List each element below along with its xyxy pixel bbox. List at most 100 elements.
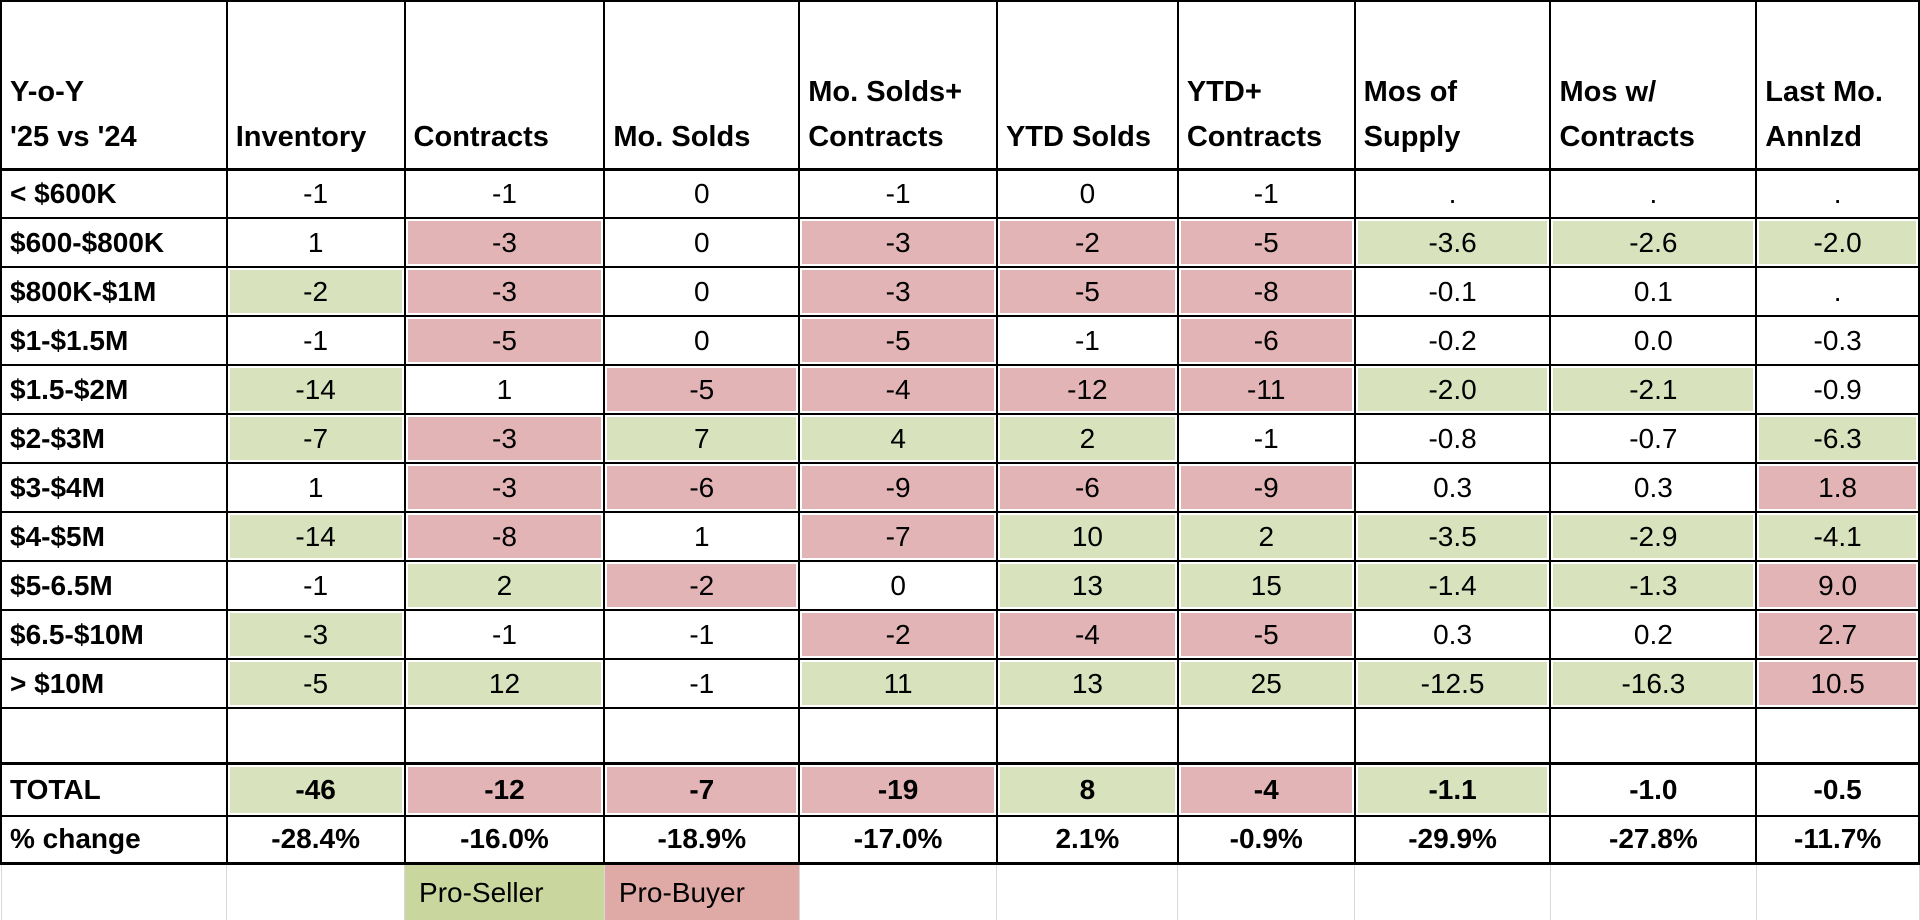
value-cell: -3.5 <box>1353 511 1552 562</box>
table-row: $1.5-$2M -14 1 -5 -4 -12 -11 -2.0 -2.1 -0.9 <box>0 364 1920 415</box>
value-cell: -3 <box>798 266 998 317</box>
legend-spacer <box>0 861 228 920</box>
value-cell: -1 <box>995 315 1179 366</box>
value-cell: -4 <box>1176 761 1356 817</box>
column-header: Inventory <box>225 0 406 171</box>
column-header: YTD Solds <box>995 0 1179 171</box>
value-cell: -0.9% <box>1176 815 1356 865</box>
value-cell: -4 <box>798 364 998 415</box>
value-cell: -7 <box>225 413 406 464</box>
value-cell: -18.9% <box>603 815 801 865</box>
value-cell: -3 <box>403 266 606 317</box>
value-cell: -12 <box>995 364 1179 415</box>
header-row: Y-o-Y '25 vs '24 Inventory Contracts Mo. S… <box>0 0 1920 171</box>
value-cell: -0.9 <box>1755 364 1920 415</box>
value-cell: -4.1 <box>1755 511 1920 562</box>
value-cell <box>798 707 998 764</box>
column-header: YTD+ Contracts <box>1176 0 1356 171</box>
value-cell: -27.8% <box>1549 815 1758 865</box>
value-cell: -3 <box>798 217 998 268</box>
row-label: < $600K <box>0 168 228 219</box>
row-label: $1.5-$2M <box>0 364 228 415</box>
value-cell <box>995 707 1179 764</box>
value-cell: -28.4% <box>225 815 406 865</box>
value-cell: 25 <box>1176 658 1356 709</box>
legend-spacer <box>226 861 406 920</box>
value-cell: -1 <box>225 315 406 366</box>
legend-spacer <box>1354 861 1551 920</box>
row-label <box>0 707 228 764</box>
value-cell: 0.3 <box>1353 609 1552 660</box>
row-label: $600-$800K <box>0 217 228 268</box>
value-cell: -5 <box>403 315 606 366</box>
value-cell: -5 <box>225 658 406 709</box>
value-cell: 4 <box>798 413 998 464</box>
value-cell: 1 <box>403 364 606 415</box>
value-cell: -1 <box>225 560 406 611</box>
value-cell: -2.6 <box>1549 217 1758 268</box>
row-label: $4-$5M <box>0 511 228 562</box>
value-cell: . <box>1549 168 1758 219</box>
legend-pro-buyer: Pro-Buyer <box>603 861 800 920</box>
corner-header: Y-o-Y '25 vs '24 <box>0 0 228 171</box>
table-row: $5-6.5M -1 2 -2 0 13 15 -1.4 -1.3 9.0 <box>0 560 1920 611</box>
value-cell <box>1176 707 1356 764</box>
table-row: > $10M -5 12 -1 11 13 25 -12.5 -16.3 10.5 <box>0 658 1920 709</box>
value-cell: -5 <box>1176 217 1356 268</box>
value-cell: 8 <box>995 761 1179 817</box>
table-row: $600-$800K 1 -3 0 -3 -2 -5 -3.6 -2.6 -2.0 <box>0 217 1920 268</box>
value-cell: . <box>1755 266 1920 317</box>
value-cell: -16.3 <box>1549 658 1758 709</box>
column-header: Mo. Solds <box>603 0 801 171</box>
value-cell: -2 <box>995 217 1179 268</box>
value-cell: -1 <box>403 168 606 219</box>
value-cell: -12.5 <box>1353 658 1552 709</box>
value-cell: . <box>1755 168 1920 219</box>
value-cell: -0.8 <box>1353 413 1552 464</box>
value-cell: -2.0 <box>1353 364 1552 415</box>
table-row: $2-$3M -7 -3 7 4 2 -1 -0.8 -0.7 -6.3 <box>0 413 1920 464</box>
row-label: $2-$3M <box>0 413 228 464</box>
value-cell: 0 <box>603 266 801 317</box>
value-cell: 13 <box>995 560 1179 611</box>
value-cell: -3 <box>225 609 406 660</box>
column-header: Last Mo. Annlzd <box>1755 0 1920 171</box>
value-cell: -3.6 <box>1353 217 1552 268</box>
value-cell: -14 <box>225 511 406 562</box>
column-header: Mo. Solds+ Contracts <box>798 0 998 171</box>
value-cell: -6 <box>1176 315 1356 366</box>
value-cell: -7 <box>798 511 998 562</box>
legend-pro-seller: Pro-Seller <box>404 861 605 920</box>
value-cell: -5 <box>1176 609 1356 660</box>
value-cell: -16.0% <box>403 815 606 865</box>
value-cell: -14 <box>225 364 406 415</box>
value-cell: -1 <box>1176 413 1356 464</box>
value-cell: -1.0 <box>1549 761 1758 817</box>
value-cell: -1 <box>403 609 606 660</box>
value-cell: -19 <box>798 761 998 817</box>
legend-spacer <box>1755 861 1920 920</box>
blank-row <box>0 707 1920 764</box>
value-cell: -3 <box>403 462 606 513</box>
value-cell: 0 <box>798 560 998 611</box>
table-row: $6.5-$10M -3 -1 -1 -2 -4 -5 0.3 0.2 2.7 <box>0 609 1920 660</box>
table-body: < $600K -1 -1 0 -1 0 -1... $600-$800K 1 -3 0 -3 -2 -5… <box>0 168 1920 920</box>
value-cell: -6 <box>603 462 801 513</box>
value-cell: -29.9% <box>1353 815 1552 865</box>
value-cell: -46 <box>225 761 406 817</box>
value-cell: 0 <box>603 217 801 268</box>
value-cell: 1.8 <box>1755 462 1920 513</box>
value-cell: 9.0 <box>1755 560 1920 611</box>
value-cell: 2 <box>1176 511 1356 562</box>
legend-spacer <box>1177 861 1356 920</box>
value-cell: -11 <box>1176 364 1356 415</box>
value-cell: -1.1 <box>1353 761 1552 817</box>
value-cell: -1 <box>603 609 801 660</box>
total-row: TOTAL -46 -12 -7 -19 8 -4 -1.1 -1.0 -0.5 <box>0 761 1920 817</box>
value-cell: 0.0 <box>1549 315 1758 366</box>
value-cell: -8 <box>403 511 606 562</box>
value-cell: -8 <box>1176 266 1356 317</box>
value-cell: -12 <box>403 761 606 817</box>
value-cell: 13 <box>995 658 1179 709</box>
value-cell: -0.1 <box>1353 266 1552 317</box>
